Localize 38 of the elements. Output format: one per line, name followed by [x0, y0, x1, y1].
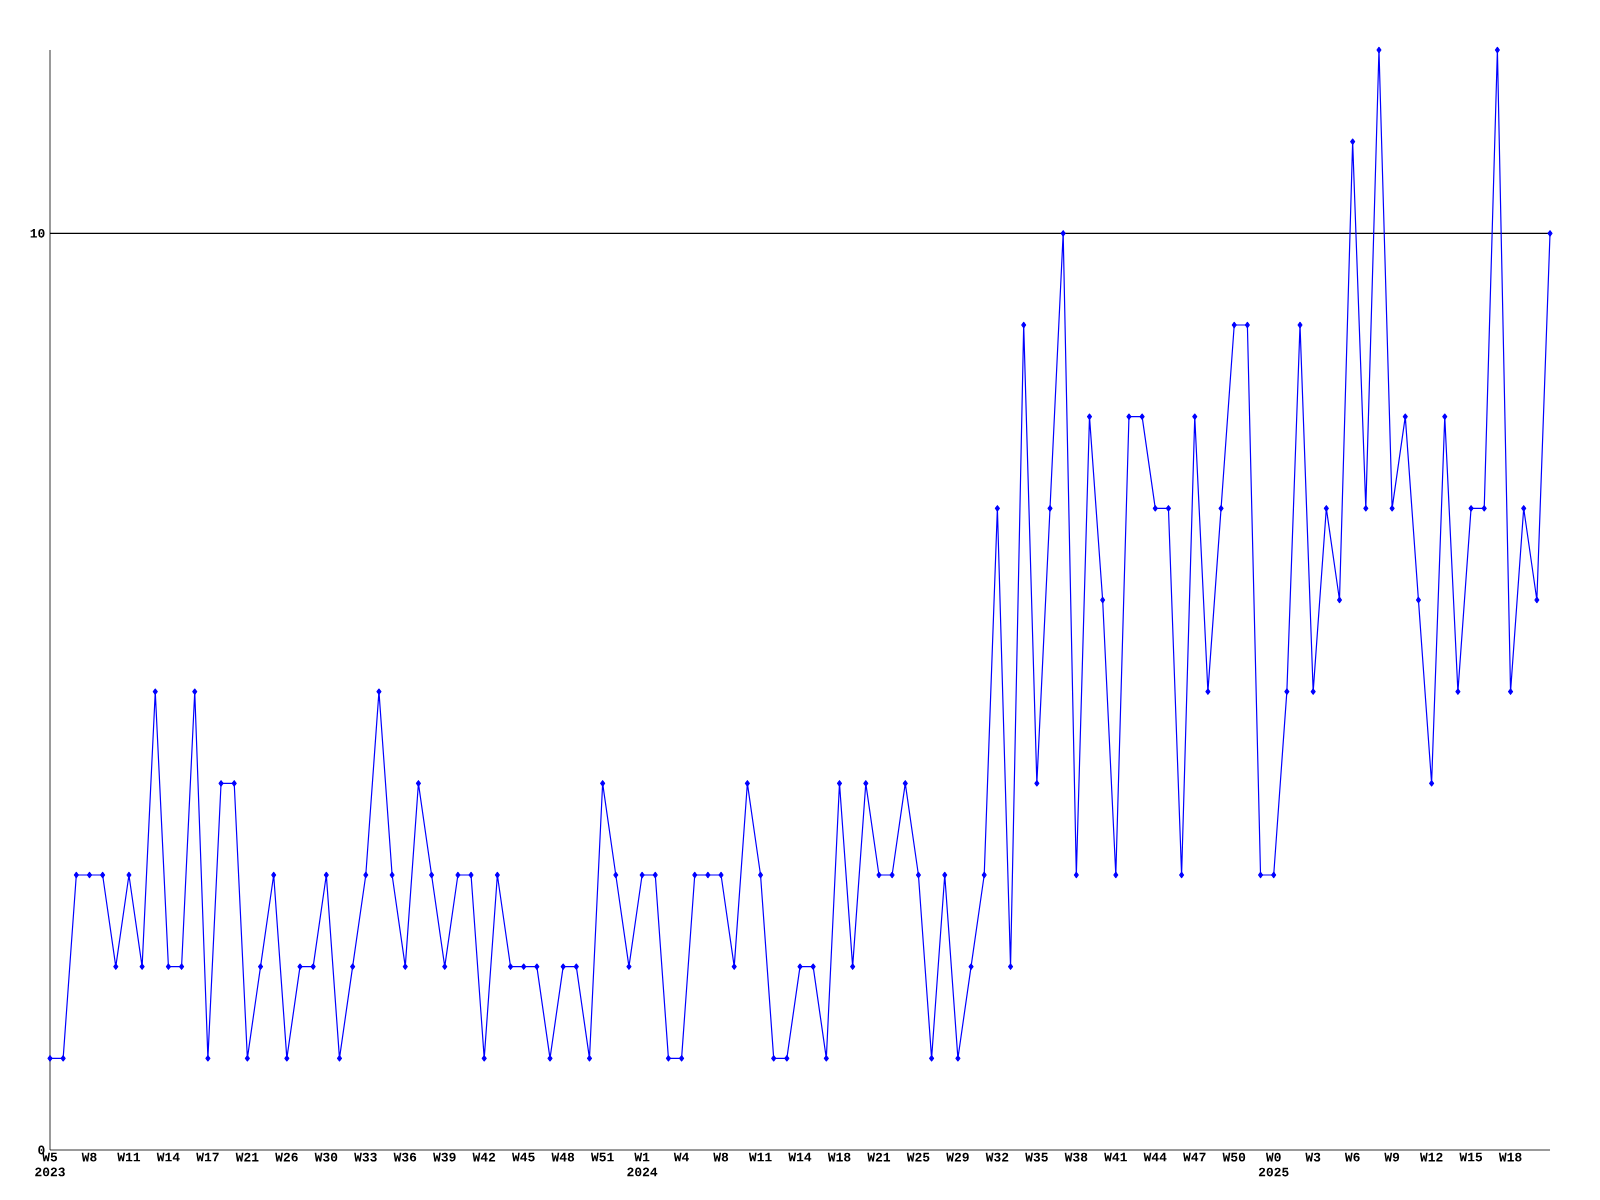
- x-tick-label: W26: [275, 1152, 298, 1162]
- x-tick-label: W41: [1104, 1152, 1127, 1162]
- x-tick-label: W42: [472, 1152, 496, 1162]
- x-tick-label: W14: [788, 1152, 812, 1162]
- x-tick-label: W45: [512, 1152, 535, 1162]
- x-tick-label: W0 2025: [1258, 1152, 1289, 1177]
- x-tick-label: W36: [393, 1152, 417, 1162]
- x-tick-label: W8: [81, 1152, 97, 1162]
- y-tick-label: 10: [30, 228, 45, 238]
- x-tick-label: W11: [748, 1152, 772, 1162]
- x-tick-label: W15: [1459, 1152, 1483, 1162]
- x-tick-label: W21: [867, 1152, 891, 1162]
- x-tick-label: W6: [1344, 1152, 1360, 1162]
- x-tick-label: W48: [551, 1152, 575, 1162]
- x-tick-label: W12: [1419, 1152, 1443, 1162]
- x-tick-label: W33: [354, 1152, 377, 1162]
- x-tick-label: W32: [985, 1152, 1009, 1162]
- x-tick-label: W17: [196, 1152, 219, 1162]
- x-tick-label: W44: [1143, 1152, 1167, 1162]
- x-tick-label: W11: [117, 1152, 141, 1162]
- x-tick-label: W25: [906, 1152, 930, 1162]
- x-tick-label: W14: [156, 1152, 180, 1162]
- x-tick-label: W3: [1305, 1152, 1321, 1162]
- x-tick-label: W30: [314, 1152, 338, 1162]
- x-tick-label: W21: [235, 1152, 259, 1162]
- x-tick-label: W4: [673, 1152, 689, 1162]
- x-tick-label: W9: [1384, 1152, 1400, 1162]
- x-tick-label: W18: [1498, 1152, 1522, 1162]
- x-tick-label: W18: [827, 1152, 851, 1162]
- x-tick-label: W8: [713, 1152, 729, 1162]
- x-tick-label: W47: [1183, 1152, 1206, 1162]
- x-tick-label: W1 2024: [627, 1152, 658, 1177]
- x-tick-label: W35: [1025, 1152, 1048, 1162]
- x-tick-label: W39: [433, 1152, 456, 1162]
- x-tick-label: W38: [1064, 1152, 1088, 1162]
- x-tick-label: W29: [946, 1152, 969, 1162]
- x-tick-label: W51: [590, 1152, 614, 1162]
- x-tick-label: W50: [1222, 1152, 1246, 1162]
